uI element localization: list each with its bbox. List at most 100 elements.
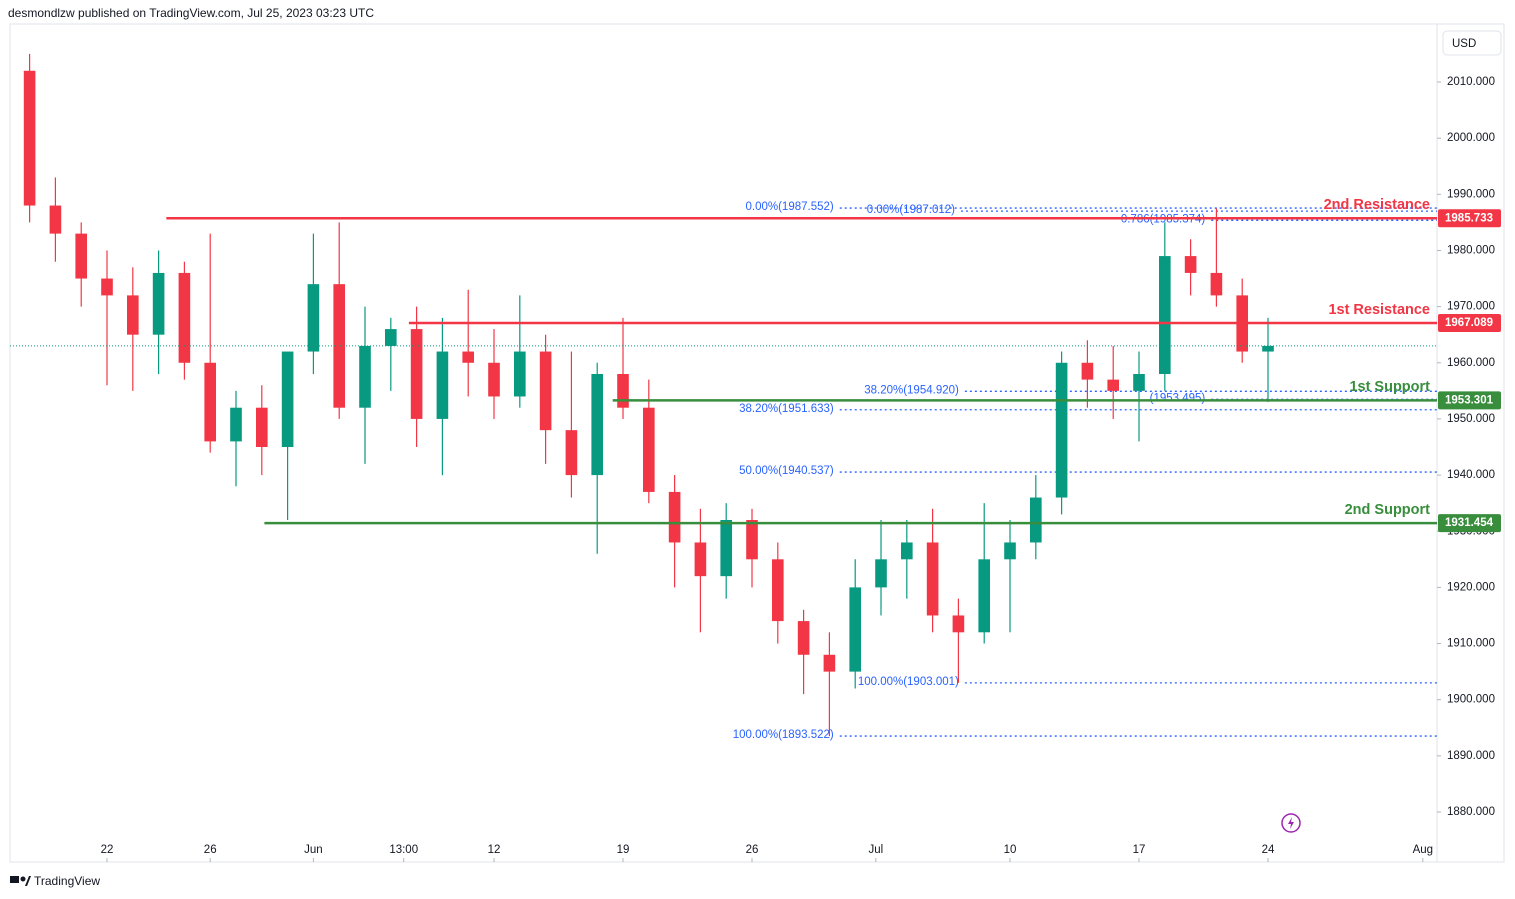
x-tick-label: 24 xyxy=(1262,844,1275,856)
candle-body xyxy=(333,284,346,408)
publish-info: desmondlzw published on TradingView.com,… xyxy=(8,6,374,20)
x-tick-label: 26 xyxy=(204,844,217,856)
candle-body xyxy=(772,559,784,622)
candle-body xyxy=(1004,542,1016,560)
y-tick-label: 1900.000 xyxy=(1447,694,1495,706)
x-tick-label: 22 xyxy=(101,844,114,856)
candle-body xyxy=(926,542,939,616)
x-tick-label: Jul xyxy=(868,844,883,856)
candle-body xyxy=(849,587,862,672)
candle-body xyxy=(514,351,526,397)
candle-body xyxy=(591,374,604,476)
candle-body xyxy=(75,233,88,279)
y-tick-label: 1940.000 xyxy=(1447,469,1495,481)
x-tick-label: 17 xyxy=(1133,844,1146,856)
y-tick-label: 2010.000 xyxy=(1447,76,1495,88)
x-tick-label: Aug xyxy=(1413,844,1433,856)
candle-body xyxy=(978,559,991,633)
fib-label: 38.20%(1954.920) xyxy=(864,384,959,396)
y-tick-label: 1970.000 xyxy=(1447,301,1495,313)
candle-body xyxy=(643,407,655,492)
candle-body xyxy=(901,542,913,560)
candle-body xyxy=(1133,374,1145,391)
candle-body xyxy=(720,520,733,577)
candle-body xyxy=(1262,345,1274,352)
candle-body xyxy=(307,284,320,352)
currency-label: USD xyxy=(1452,38,1476,50)
y-tick-label: 2000.000 xyxy=(1447,132,1495,144)
candle-body xyxy=(178,272,191,363)
y-tick-label: 1910.000 xyxy=(1447,638,1495,650)
candle-body xyxy=(204,362,217,442)
x-tick-label: 19 xyxy=(617,844,630,856)
candle-body xyxy=(952,615,965,633)
candle-body xyxy=(797,621,810,655)
candle-body xyxy=(617,374,629,408)
candle-body xyxy=(1030,497,1042,543)
x-tick-label: 26 xyxy=(746,844,759,856)
fib-label: 38.20%(1951.633) xyxy=(739,403,834,415)
candle-body xyxy=(1107,379,1120,391)
candle-body xyxy=(256,407,268,448)
candle-body xyxy=(436,351,449,419)
candle-body xyxy=(1081,362,1094,380)
level-name: 2nd Support xyxy=(1345,502,1431,518)
candle-body xyxy=(49,205,62,234)
price-tag-label: 1953.301 xyxy=(1445,394,1494,406)
candle-body xyxy=(281,351,294,448)
candle-body xyxy=(1159,256,1171,375)
candle-body xyxy=(101,278,113,296)
candle-body xyxy=(539,351,552,431)
candle-body xyxy=(823,654,836,672)
candle-body xyxy=(875,559,887,588)
price-tag xyxy=(1438,391,1501,410)
candle-body xyxy=(694,542,707,577)
fib-label: 50.00%(1940.537) xyxy=(739,465,834,477)
level-name: 1st Resistance xyxy=(1328,302,1430,318)
flash-icon[interactable] xyxy=(1281,813,1301,833)
candle-body xyxy=(565,430,578,476)
price-tag-label: 1985.733 xyxy=(1445,212,1493,224)
candle-body xyxy=(1210,272,1223,296)
candle-body xyxy=(1184,256,1197,273)
tv-logo xyxy=(10,876,31,886)
fib-label: (1953.495) xyxy=(1150,392,1206,404)
candle-body xyxy=(488,362,500,397)
candle-body xyxy=(462,351,475,363)
candle-body xyxy=(410,329,423,419)
candle-body xyxy=(746,520,758,560)
candle-body xyxy=(668,491,681,543)
x-tick-label: 12 xyxy=(488,844,501,856)
fib-label: 100.00%(1893.522) xyxy=(733,729,834,741)
y-tick-label: 1960.000 xyxy=(1447,357,1495,369)
fib-label: 0.00%(1987.012) xyxy=(867,204,955,216)
footer-brand: TradingView xyxy=(34,874,100,888)
x-tick-label: Jun xyxy=(304,844,323,856)
price-tag xyxy=(1438,514,1501,533)
level-name: 1st Support xyxy=(1349,379,1430,395)
candle-body xyxy=(127,295,139,335)
currency-button[interactable] xyxy=(1442,30,1502,56)
price-tag xyxy=(1438,209,1501,228)
y-tick-label: 1980.000 xyxy=(1447,244,1495,256)
candle-body xyxy=(385,329,397,346)
price-tag xyxy=(1438,313,1501,332)
candle-body xyxy=(359,345,371,408)
candle-body xyxy=(152,272,165,335)
x-tick-label: 13:00 xyxy=(389,844,418,856)
y-tick-label: 1990.000 xyxy=(1447,188,1495,200)
candle-body xyxy=(230,407,242,442)
y-tick-label: 1880.000 xyxy=(1447,806,1495,818)
candle-body xyxy=(23,70,36,206)
price-tag-label: 1931.454 xyxy=(1445,517,1494,529)
chart-frame xyxy=(9,23,1505,863)
y-tick-label: 1950.000 xyxy=(1447,413,1495,425)
y-tick-label: 1890.000 xyxy=(1447,750,1495,762)
fib-label: 100.00%(1903.001) xyxy=(858,676,959,688)
price-tag-label: 1967.089 xyxy=(1445,317,1493,329)
level-name: 2nd Resistance xyxy=(1324,197,1430,213)
y-tick-label: 1920.000 xyxy=(1447,581,1495,593)
candle-body xyxy=(1055,362,1068,498)
fib-label: 0.00%(1987.552) xyxy=(745,201,833,213)
